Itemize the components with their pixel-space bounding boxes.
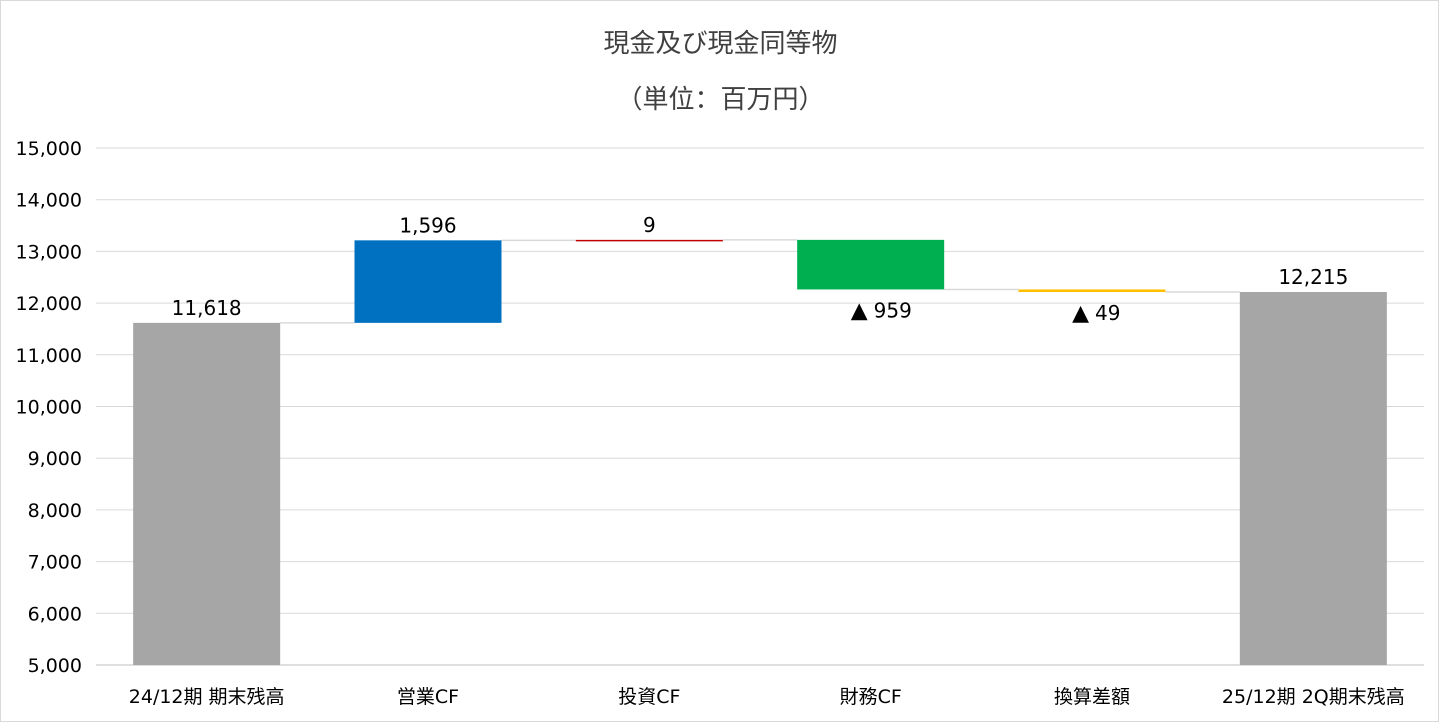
bar-0 bbox=[133, 322, 281, 665]
category-label-0: 24/12期 期末残高 bbox=[129, 686, 285, 708]
data-label-1: 1,596 bbox=[399, 213, 456, 237]
y-tick-label: 9,000 bbox=[28, 448, 82, 470]
y-tick-label: 5,000 bbox=[28, 655, 82, 677]
data-label-2: 9 bbox=[643, 213, 656, 237]
category-label-2: 投資CF bbox=[618, 686, 680, 708]
y-tick-label: 11,000 bbox=[16, 345, 82, 367]
data-label-3: ▲ 959 bbox=[851, 298, 912, 323]
y-axis-tick-labels: 5,000 6,000 7,000 8,000 9,000 10,000 11,000 12,… bbox=[16, 138, 82, 677]
chart-subtitle: （単位：百万円） bbox=[616, 85, 825, 115]
x-axis-category-labels: 24/12期 期末残高 営業CF 投資CF 財務CF 換算差額 25/12期 2Q期末残高 bbox=[129, 686, 1405, 708]
y-tick-label: 10,000 bbox=[16, 397, 82, 419]
y-tick-label: 6,000 bbox=[28, 603, 82, 625]
bar-1 bbox=[354, 240, 502, 323]
chart-title: 現金及び現金同等物 bbox=[603, 29, 838, 59]
category-label-5: 25/12期 2Q期末残高 bbox=[1222, 686, 1405, 708]
connector-lines bbox=[280, 239, 1240, 324]
bar-5 bbox=[1239, 291, 1387, 665]
y-tick-label: 14,000 bbox=[16, 190, 82, 212]
bar-2 bbox=[575, 239, 723, 242]
category-label-4: 換算差額 bbox=[1054, 686, 1130, 708]
negative-marker: ▲ bbox=[851, 298, 868, 323]
bars bbox=[133, 239, 1387, 665]
bar-4 bbox=[1018, 289, 1166, 292]
category-label-1: 営業CF bbox=[397, 686, 459, 708]
y-tick-label: 13,000 bbox=[16, 241, 82, 263]
data-label-0: 11,618 bbox=[172, 296, 242, 320]
y-tick-label: 7,000 bbox=[28, 552, 82, 574]
data-label-5: 12,215 bbox=[1278, 265, 1348, 289]
bar-3 bbox=[797, 239, 945, 290]
data-label-value: 49 bbox=[1095, 301, 1120, 325]
negative-marker: ▲ bbox=[1072, 301, 1089, 326]
gridlines bbox=[96, 147, 1424, 666]
data-label-value: 959 bbox=[874, 298, 912, 322]
y-tick-label: 8,000 bbox=[28, 500, 82, 522]
y-tick-label: 12,000 bbox=[16, 293, 82, 315]
data-label-4: ▲ 49 bbox=[1072, 301, 1120, 326]
y-tick-label: 15,000 bbox=[16, 138, 82, 160]
category-label-3: 財務CF bbox=[840, 686, 902, 708]
